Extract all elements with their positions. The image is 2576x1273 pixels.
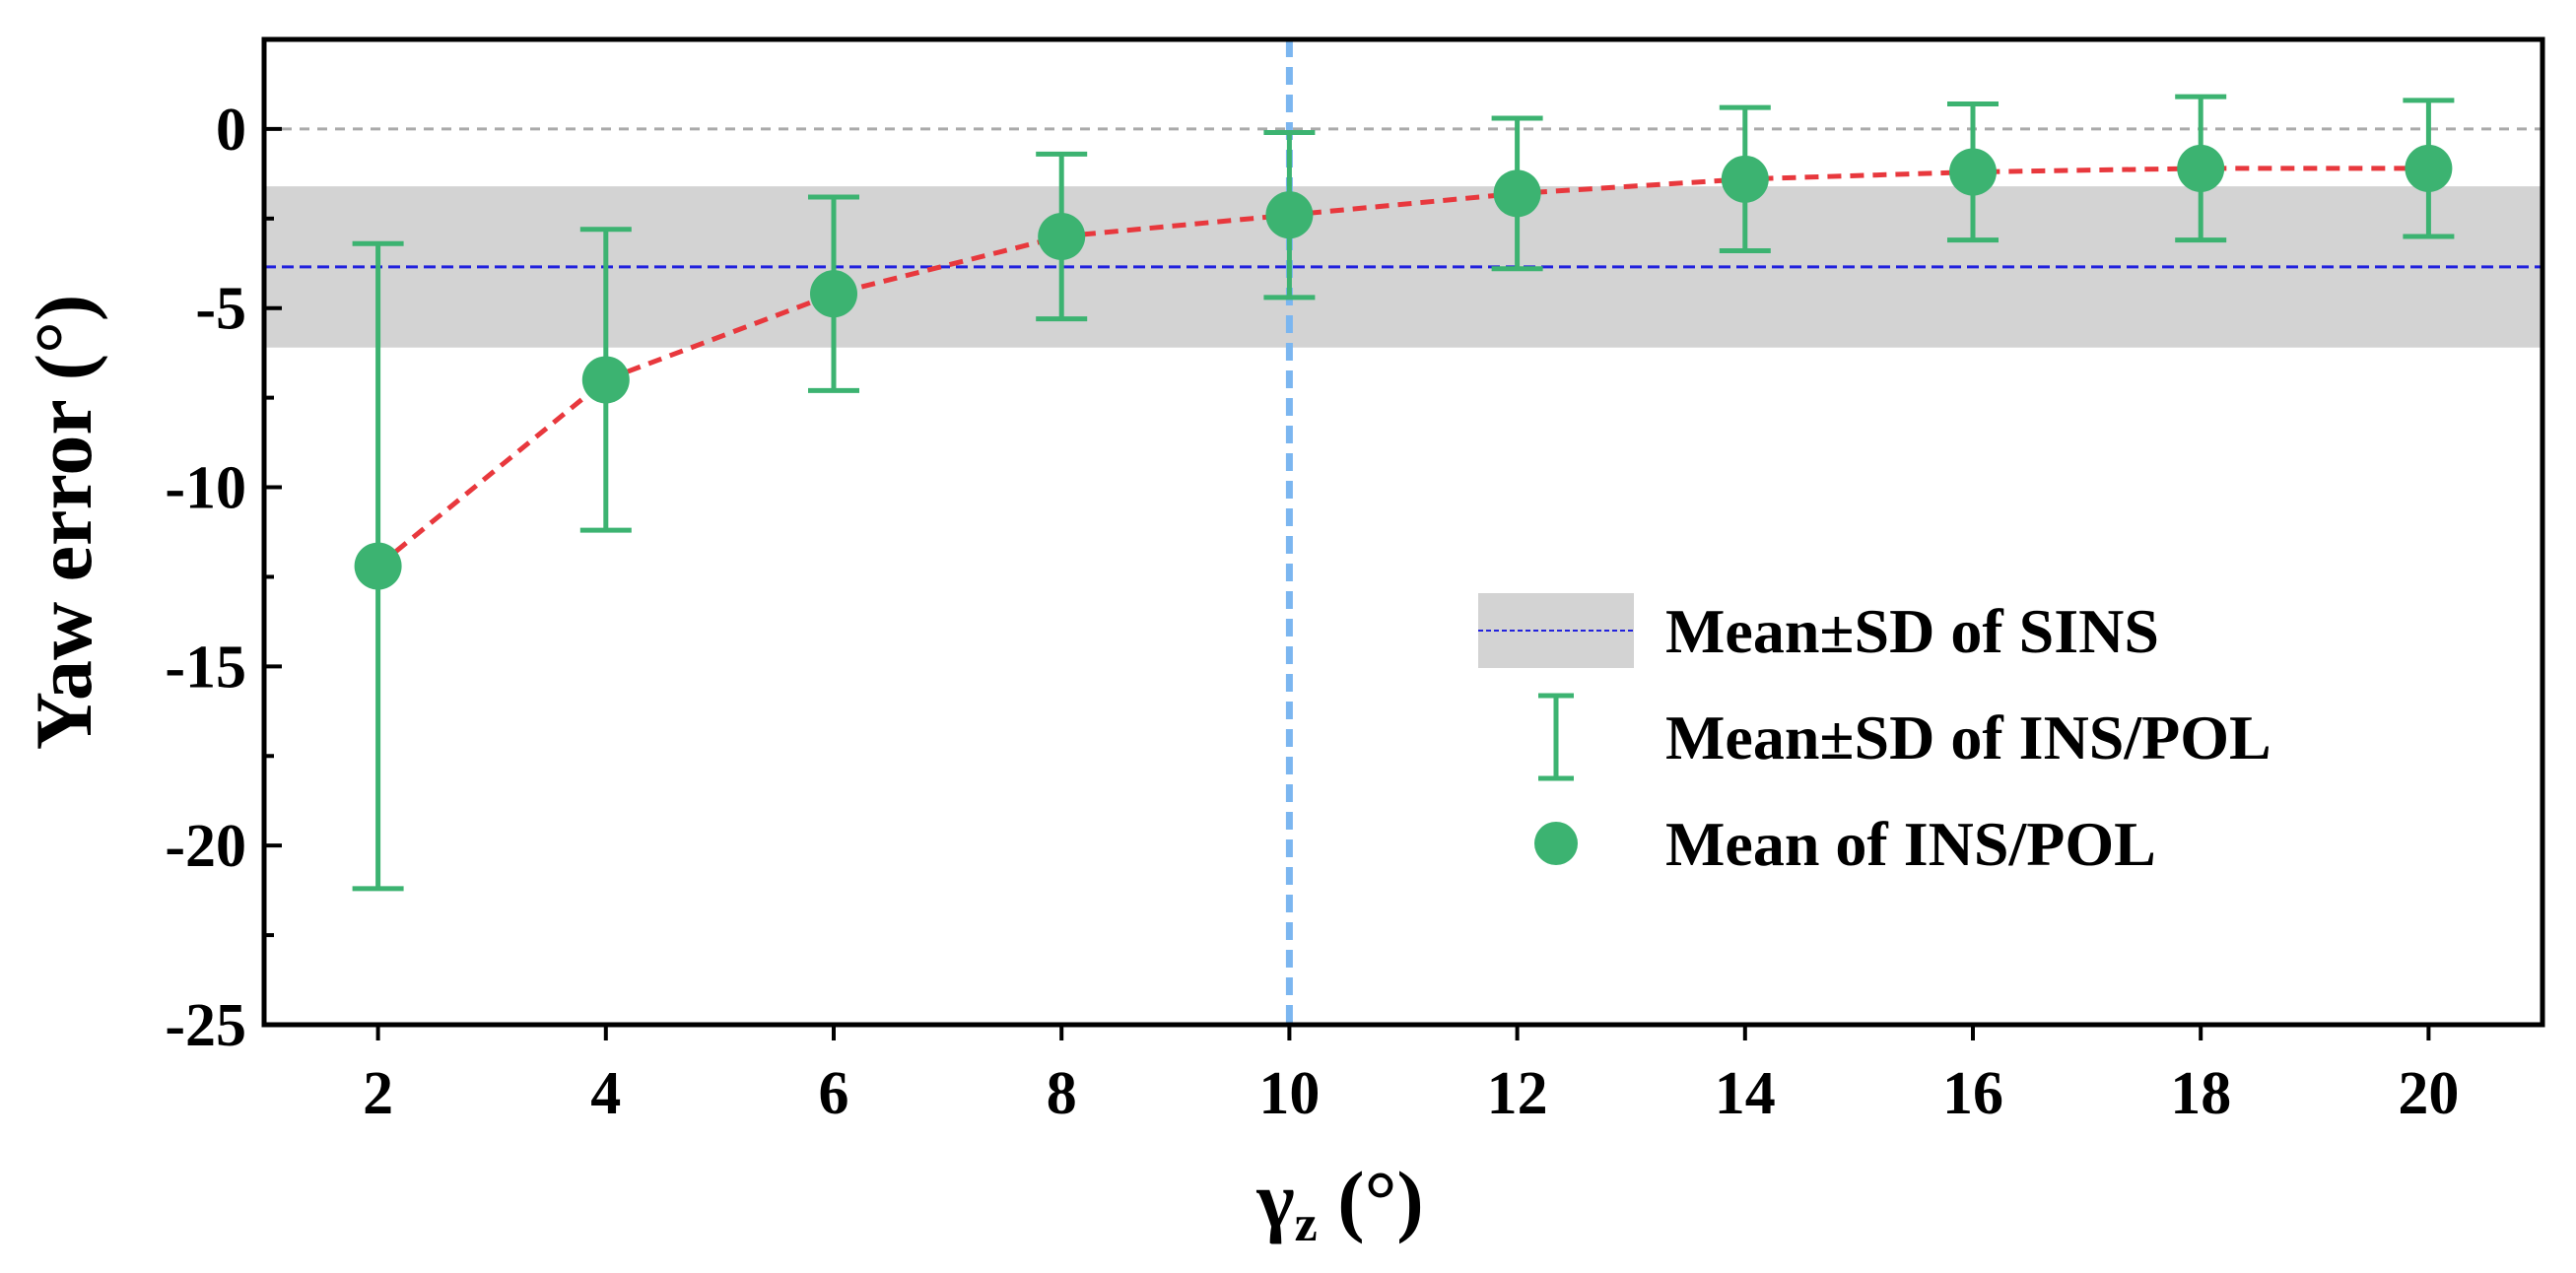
plot-frame	[261, 36, 2545, 1028]
y-tick-label: -15	[165, 634, 246, 701]
y-axis-label: Yaw error (°)	[19, 295, 108, 750]
data-point	[354, 542, 402, 590]
data-point	[810, 270, 857, 318]
x-tick-label: 2	[363, 1060, 393, 1127]
x-tick-label: 6	[819, 1060, 849, 1127]
data-point	[1949, 148, 1997, 196]
axes: -25 -20 -15 -10 -5 0 2 4 6 8 10 12 14 16 18 20	[165, 36, 2545, 1127]
x-tick-label: 8	[1047, 1060, 1077, 1127]
x-tick-label: 4	[590, 1060, 621, 1127]
legend-label-sd: Mean±SD of INS/POL	[1665, 703, 2271, 772]
x-tick-label: 10	[1258, 1060, 1320, 1127]
x-tick-label: 14	[1715, 1060, 1776, 1127]
y-tick-label: -10	[165, 455, 246, 522]
x-axis-label-subscript: z	[1295, 1196, 1318, 1252]
x-axis-label-unit: (°)	[1318, 1155, 1424, 1244]
legend-entry-mean: Mean of INS/POL	[1534, 809, 2156, 879]
legend: Mean±SD of SINS Mean±SD of INS/POL Mean of…	[1478, 593, 2271, 879]
x-tick-label: 20	[2398, 1060, 2459, 1127]
x-tick-label: 16	[1942, 1060, 2003, 1127]
x-axis-label-symbol: γ	[1255, 1155, 1294, 1244]
y-tick-label: -20	[165, 813, 246, 880]
legend-label-mean: Mean of INS/POL	[1665, 809, 2156, 879]
data-point	[2177, 144, 2225, 192]
data-point	[1721, 155, 1769, 203]
data-point	[1038, 213, 1086, 260]
legend-point-swatch	[1534, 822, 1578, 865]
legend-band-swatch	[1478, 593, 1634, 668]
plot-area	[264, 39, 2542, 1025]
legend-entry-sd: Mean±SD of INS/POL	[1538, 693, 2271, 781]
x-axis-label: γz (°)	[1255, 1155, 1423, 1252]
y-tick-label: 0	[216, 97, 246, 164]
data-point	[1265, 191, 1314, 239]
data-point	[1493, 169, 1541, 218]
y-tick-label: -5	[195, 276, 246, 343]
legend-entry-sins: Mean±SD of SINS	[1478, 593, 2159, 668]
x-tick-label: 12	[1487, 1060, 1548, 1127]
x-tick-label: 18	[2170, 1060, 2231, 1127]
y-tick-label: -25	[165, 992, 246, 1059]
data-point	[2405, 144, 2453, 192]
legend-label-sins: Mean±SD of SINS	[1665, 596, 2159, 666]
ins-pol-trend-line	[376, 166, 2429, 569]
plot-inner	[264, 39, 2542, 1025]
data-point	[581, 356, 630, 404]
